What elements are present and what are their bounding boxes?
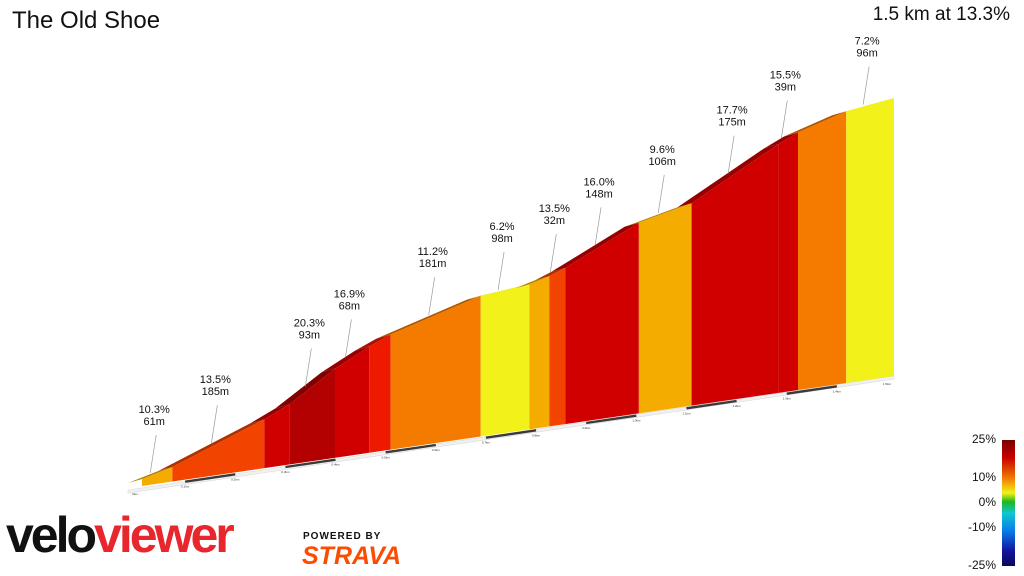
distance-tick-label: 0.2km	[231, 477, 240, 481]
distance-band	[485, 429, 537, 439]
segment-face-12	[691, 144, 779, 406]
segment-leader-11	[657, 174, 665, 214]
segment-grade-label: 17.7%	[716, 105, 747, 117]
segment-length-label: 96m	[856, 48, 877, 60]
segment-face-13	[778, 132, 799, 393]
segment-top-13	[764, 132, 799, 149]
distance-tick-label: 0km	[132, 492, 138, 496]
distance-tick-label: 0.1km	[181, 485, 190, 489]
segment-top-10	[551, 222, 639, 272]
segment-face-9	[549, 267, 566, 427]
segment-face-5	[369, 334, 391, 453]
segment-top-4	[321, 346, 370, 373]
segment-face-6	[390, 295, 481, 450]
segment-face-4	[335, 346, 370, 458]
segment-leader-13	[780, 100, 788, 139]
segment-length-label: 185m	[202, 386, 230, 398]
segment-grade-label: 20.3%	[294, 317, 325, 329]
segment-top-0	[128, 466, 173, 483]
segment-top-9	[535, 267, 566, 281]
segment-top-12	[677, 144, 779, 208]
distance-band	[686, 399, 737, 410]
distance-tick-label: 0.6km	[432, 448, 441, 452]
climb-summary: 1.5 km at 13.3%	[872, 4, 1010, 25]
segment-grade-label: 10.3%	[139, 404, 170, 416]
segment-grade-label: 16.0%	[583, 176, 614, 188]
segment-length-label: 68m	[339, 300, 360, 312]
segment-face-14	[798, 111, 847, 391]
segment-leader-1	[210, 405, 218, 444]
distance-band	[285, 458, 336, 469]
distance-tick-label: 1.0km	[632, 419, 641, 423]
segment-length-label: 61m	[143, 416, 164, 428]
distance-tick-label: 0.3km	[281, 470, 290, 474]
segment-top-3	[275, 368, 336, 409]
segment-leader-4	[345, 319, 352, 358]
distance-tick-label: 0.9km	[582, 426, 591, 430]
segment-grade-label: 11.2%	[418, 246, 449, 258]
page-title: The Old Shoe	[12, 7, 161, 34]
segment-face-8	[529, 276, 550, 430]
distance-tick-label: 0.5km	[382, 455, 391, 459]
segment-top-11	[624, 203, 692, 227]
distance-band	[184, 473, 236, 483]
distance-tick-label: 1.1km	[682, 411, 691, 415]
segment-grade-label: 6.2%	[490, 221, 515, 233]
segment-face-1	[172, 419, 265, 482]
distance-tick-label: 1.3km	[783, 397, 792, 401]
segment-length-label: 175m	[718, 117, 746, 129]
segment-leader-0	[149, 434, 157, 474]
distance-band	[786, 385, 838, 395]
veloviewer-logo: veloviewer	[6, 507, 235, 563]
segment-top-5	[355, 334, 391, 351]
segment-leader-15	[862, 66, 870, 105]
segment-leader-9	[549, 233, 557, 273]
segment-leader-10	[594, 207, 602, 246]
segment-face-7	[480, 284, 530, 437]
segment-length-label: 181m	[419, 258, 447, 270]
segment-face-3	[289, 368, 336, 465]
segment-length-label: 106m	[648, 156, 676, 168]
segment-grade-label: 13.5%	[539, 203, 570, 215]
strava-logo: STRAVA	[302, 542, 402, 570]
segment-face-15	[846, 98, 894, 383]
segment-top-6	[376, 295, 481, 339]
segment-top-14	[784, 111, 847, 137]
segment-leader-12	[727, 135, 735, 174]
segment-length-label: 98m	[491, 233, 512, 245]
distance-tick-label: 0.7km	[482, 441, 491, 445]
distance-tick-label: 0.4km	[331, 463, 340, 467]
segment-face-2	[264, 404, 290, 469]
segment-grade-label: 13.5%	[200, 374, 231, 386]
distance-tick-label: 1.4km	[833, 389, 842, 393]
segment-length-label: 32m	[544, 215, 565, 227]
segment-grade-label: 15.5%	[770, 69, 801, 81]
segment-grade-label: 9.6%	[650, 144, 675, 156]
segment-length-label: 39m	[775, 81, 796, 93]
distance-tick-label: 1.5km	[883, 382, 892, 386]
segment-leader-3	[304, 348, 312, 387]
powered-by-label: POWERED BY	[303, 531, 382, 542]
segment-face-11	[638, 203, 692, 414]
segment-face-0	[142, 466, 173, 486]
segment-length-label: 93m	[299, 329, 320, 341]
distance-band	[385, 443, 436, 454]
distance-tick-label: 0.8km	[532, 433, 541, 437]
segment-leader-6	[428, 277, 436, 316]
distance-tick-label: 1.2km	[733, 404, 742, 408]
segment-grade-label: 16.9%	[334, 288, 365, 300]
segment-top-8	[515, 276, 550, 289]
segment-length-label: 148m	[585, 188, 613, 200]
segment-face-10	[565, 222, 639, 425]
segment-leader-7	[497, 251, 505, 291]
segment-grade-label: 7.2%	[855, 36, 880, 48]
distance-band	[586, 414, 637, 425]
segment-top-1	[158, 419, 265, 471]
segment-top-2	[250, 404, 290, 424]
